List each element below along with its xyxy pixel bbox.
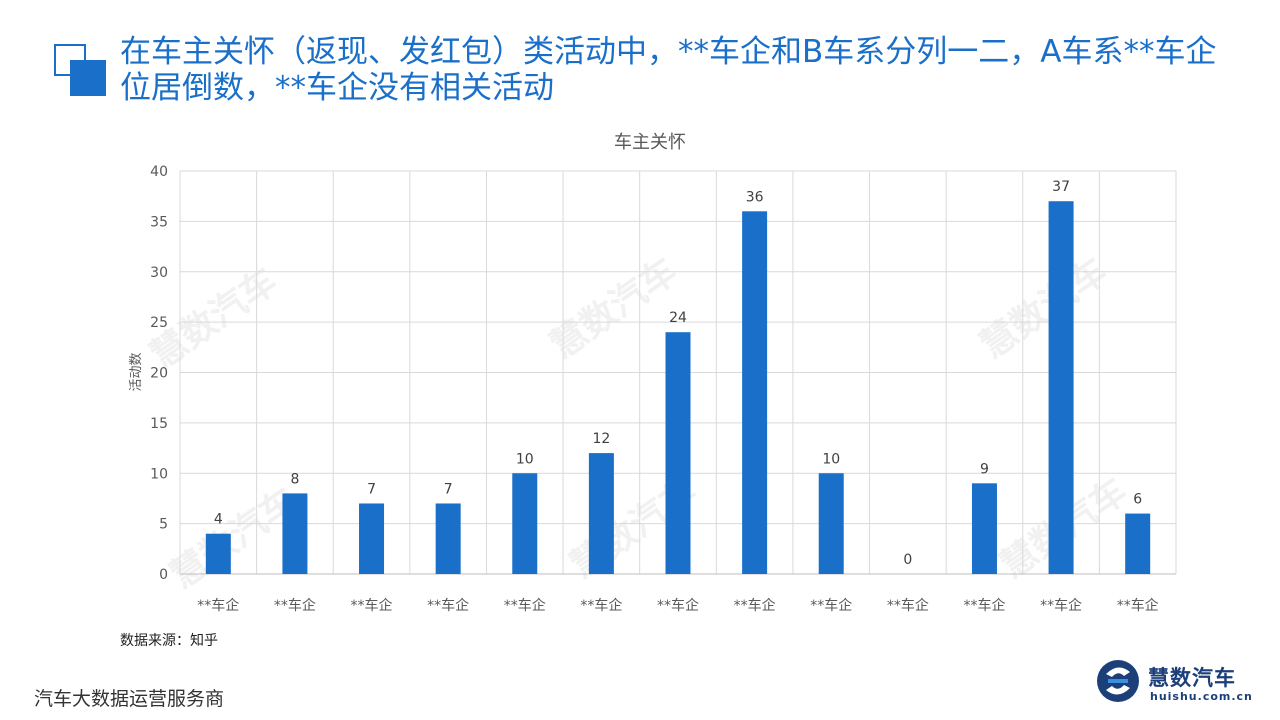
x-tick-label: **车企 [580, 597, 622, 614]
data-label: 24 [669, 310, 687, 326]
y-tick-label: 20 [150, 366, 168, 382]
bar [819, 473, 844, 574]
bar [282, 493, 307, 574]
bar [589, 453, 614, 574]
x-tick-label: **车企 [657, 597, 699, 614]
bar [972, 483, 997, 574]
x-tick-label: **车企 [274, 597, 316, 614]
y-tick-label: 15 [150, 416, 168, 432]
bar [1049, 201, 1074, 574]
logo-url: huishu.com.cn [1150, 690, 1253, 703]
y-tick-label: 25 [150, 315, 168, 331]
y-tick-label: 5 [159, 517, 168, 533]
bar [512, 473, 537, 574]
y-axis-label: 活动数 [129, 352, 144, 391]
data-label: 9 [980, 461, 989, 477]
x-tick-label: **车企 [351, 597, 393, 614]
data-label: 10 [516, 451, 534, 467]
data-source-note: 数据来源：知乎 [120, 630, 218, 650]
footer-tagline: 汽车大数据运营服务商 [34, 684, 224, 711]
x-tick-label: **车企 [810, 597, 852, 614]
x-tick-label: **车企 [1117, 597, 1159, 614]
x-tick-label: **车企 [427, 597, 469, 614]
y-tick-label: 35 [150, 214, 168, 230]
y-tick-label: 0 [159, 567, 168, 583]
data-label: 8 [290, 471, 299, 487]
data-label: 0 [903, 552, 912, 568]
x-tick-label: **车企 [887, 597, 929, 614]
y-tick-label: 30 [150, 265, 168, 281]
x-tick-label: **车企 [963, 597, 1005, 614]
y-tick-label: 10 [150, 466, 168, 482]
bar [666, 332, 691, 574]
bar [1125, 514, 1150, 574]
y-tick-label: 40 [150, 164, 168, 180]
data-label: 6 [1133, 492, 1142, 508]
bar [359, 503, 384, 574]
bar [742, 211, 767, 574]
logo-name: 慧数汽车 [1148, 662, 1236, 692]
data-label: 10 [822, 451, 840, 467]
data-label: 7 [367, 481, 376, 497]
x-tick-label: **车企 [504, 597, 546, 614]
data-label: 4 [214, 512, 223, 528]
bar [206, 534, 231, 574]
x-tick-label: **车企 [1040, 597, 1082, 614]
bar [436, 503, 461, 574]
data-label: 37 [1052, 179, 1070, 195]
data-label: 36 [746, 189, 764, 205]
chart-title: 车主关怀 [614, 132, 686, 153]
x-tick-label: **车企 [734, 597, 776, 614]
data-label: 7 [444, 481, 453, 497]
x-tick-label: **车企 [197, 597, 239, 614]
data-label: 12 [592, 431, 610, 447]
